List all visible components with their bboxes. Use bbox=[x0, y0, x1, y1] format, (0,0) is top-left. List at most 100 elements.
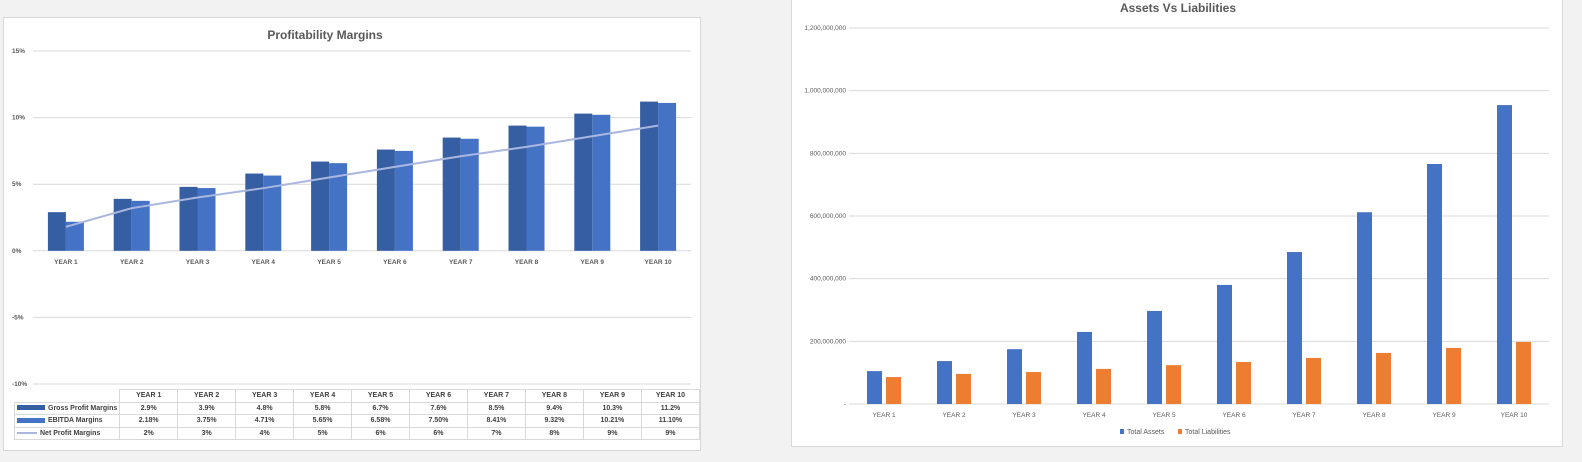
table-header: YEAR 10 bbox=[640, 389, 701, 403]
table-cell: 7% bbox=[466, 426, 526, 440]
bar-liabilities bbox=[1306, 357, 1321, 404]
bar-ebitda bbox=[329, 163, 348, 251]
assets-chart-svg: Assets Vs Liabilities 1,200,000,000 1,000… bbox=[804, 1, 1549, 436]
table-cell: 2.18% bbox=[119, 414, 179, 428]
bar-gross bbox=[113, 198, 132, 251]
bar-gross bbox=[640, 101, 659, 251]
y-tick-label: - bbox=[844, 401, 846, 408]
x-tick-label: YEAR 3 bbox=[1012, 412, 1036, 419]
table-header: YEAR 1 bbox=[119, 389, 179, 403]
series-name: Gross Profit Margins bbox=[48, 404, 118, 412]
table-cell: 6% bbox=[351, 426, 410, 440]
table-header: YEAR 4 bbox=[293, 389, 353, 403]
x-tick-label: YEAR 1 bbox=[872, 412, 896, 419]
bar-gross bbox=[245, 173, 264, 251]
table-cell: 7.6% bbox=[409, 401, 468, 415]
bar-ebitda bbox=[526, 126, 545, 251]
table-cell: 4.8% bbox=[235, 401, 295, 415]
table-corner bbox=[15, 390, 120, 403]
legend-key-bar bbox=[17, 417, 45, 423]
bar-assets bbox=[1147, 310, 1162, 404]
net-profit-line bbox=[65, 124, 659, 228]
bar-liabilities bbox=[1236, 362, 1251, 404]
y-tick-label: 10% bbox=[12, 115, 25, 122]
table-cell: 6.58% bbox=[351, 414, 410, 428]
table-cell: 2.9% bbox=[119, 401, 179, 415]
table-cell: 4.71% bbox=[235, 414, 295, 428]
bar-assets bbox=[867, 371, 882, 404]
table-cell: 8.5% bbox=[466, 401, 526, 415]
bar-liabilities bbox=[1096, 368, 1111, 404]
table-cell: 3.75% bbox=[177, 414, 237, 428]
assets-vs-liabilities-chart: Assets Vs Liabilities 1,200,000,000 1,000… bbox=[791, 0, 1563, 447]
bar-gross bbox=[311, 161, 330, 251]
bar-liabilities bbox=[1166, 365, 1181, 404]
bar-ebitda bbox=[658, 102, 677, 251]
y-tick-label: 600,000,000 bbox=[810, 213, 847, 220]
bar-ebitda bbox=[65, 221, 84, 251]
x-tick-label: YEAR 10 bbox=[1501, 412, 1528, 419]
table-header: YEAR 9 bbox=[582, 389, 642, 403]
bar-assets bbox=[937, 361, 952, 404]
table-cell: 10.3% bbox=[582, 401, 642, 415]
bar-assets bbox=[1497, 105, 1512, 404]
bar-assets bbox=[1077, 331, 1092, 404]
bar-ebitda bbox=[394, 150, 413, 251]
table-cell: 4% bbox=[235, 426, 295, 440]
table-header: YEAR 8 bbox=[524, 389, 584, 403]
x-tick-label: YEAR 9 bbox=[1432, 412, 1456, 419]
chart-title: Assets Vs Liabilities bbox=[1120, 1, 1236, 15]
table-cell: 9% bbox=[640, 426, 701, 440]
series-name: Net Profit Margins bbox=[40, 429, 101, 437]
table-header: YEAR 2 bbox=[177, 389, 237, 403]
x-tick-label: YEAR 10 bbox=[645, 259, 672, 266]
y-tick-label: 0% bbox=[12, 248, 22, 255]
bar-assets bbox=[1007, 349, 1022, 404]
y-tick-label: 1,000,000,000 bbox=[804, 88, 846, 95]
x-tick-label: YEAR 3 bbox=[186, 259, 210, 266]
data-table: YEAR 1 YEAR 2 YEAR 3 YEAR 4 YEAR 5 YEAR 6 YEAR… bbox=[13, 389, 701, 440]
chart-title: Profitability Margins bbox=[267, 28, 383, 42]
y-tick-label: 5% bbox=[12, 181, 22, 188]
x-tick-label: YEAR 2 bbox=[942, 412, 966, 419]
profitability-chart-svg: Profitability Margins 15% 10% 5% 0% -5% -10% Y… bbox=[12, 28, 691, 388]
bar-gross bbox=[376, 149, 395, 251]
bar-gross bbox=[574, 113, 593, 251]
y-tick-label: 800,000,000 bbox=[810, 150, 847, 157]
table-cell: 7.50% bbox=[409, 414, 468, 428]
table-cell: 6% bbox=[409, 426, 468, 440]
y-tick-label: -5% bbox=[12, 314, 24, 321]
x-tick-label: YEAR 7 bbox=[449, 259, 473, 266]
table-row: Net Profit Margins 2% 3% 4% 5% 6% 6% 7% 8% 9% 9% bbox=[13, 426, 701, 440]
table-cell: 5% bbox=[293, 426, 353, 440]
table-row: Gross Profit Margins 2.9% 3.9% 4.8% 5.8% 6.7%… bbox=[13, 401, 701, 415]
y-tick-label: 1,200,000,000 bbox=[804, 25, 846, 32]
bar-ebitda bbox=[263, 175, 282, 251]
x-tick-label: YEAR 9 bbox=[581, 259, 605, 266]
table-cell: 8.41% bbox=[466, 414, 526, 428]
x-tick-label: YEAR 5 bbox=[317, 259, 341, 266]
table-cell: 9.32% bbox=[524, 414, 584, 428]
table-cell: 5.8% bbox=[293, 401, 353, 415]
table-cell: 5.65% bbox=[293, 414, 353, 428]
x-tick-label: YEAR 5 bbox=[1152, 412, 1176, 419]
series-label: Gross Profit Margins bbox=[13, 401, 121, 415]
series-name: EBITDA Margins bbox=[48, 417, 103, 425]
table-cell: 6.7% bbox=[351, 401, 410, 415]
table-cell: 11.2% bbox=[640, 401, 701, 415]
table-cell: 11.10% bbox=[640, 414, 701, 428]
bar-gross bbox=[179, 186, 198, 251]
x-tick-label: YEAR 6 bbox=[383, 259, 407, 266]
x-tick-label: YEAR 7 bbox=[1292, 412, 1316, 419]
bar-liabilities bbox=[1376, 352, 1391, 404]
bar-ebitda bbox=[460, 138, 479, 251]
bar-ebitda bbox=[592, 114, 611, 251]
table-cell: 3% bbox=[177, 426, 237, 440]
series-label: Net Profit Margins bbox=[13, 426, 121, 440]
bar-ebitda bbox=[197, 188, 216, 251]
x-tick-label: YEAR 8 bbox=[515, 259, 539, 266]
bar-assets bbox=[1357, 212, 1372, 404]
table-header: YEAR 6 bbox=[409, 389, 468, 403]
bar-assets bbox=[1217, 284, 1232, 404]
y-tick-label: 400,000,000 bbox=[810, 276, 847, 283]
